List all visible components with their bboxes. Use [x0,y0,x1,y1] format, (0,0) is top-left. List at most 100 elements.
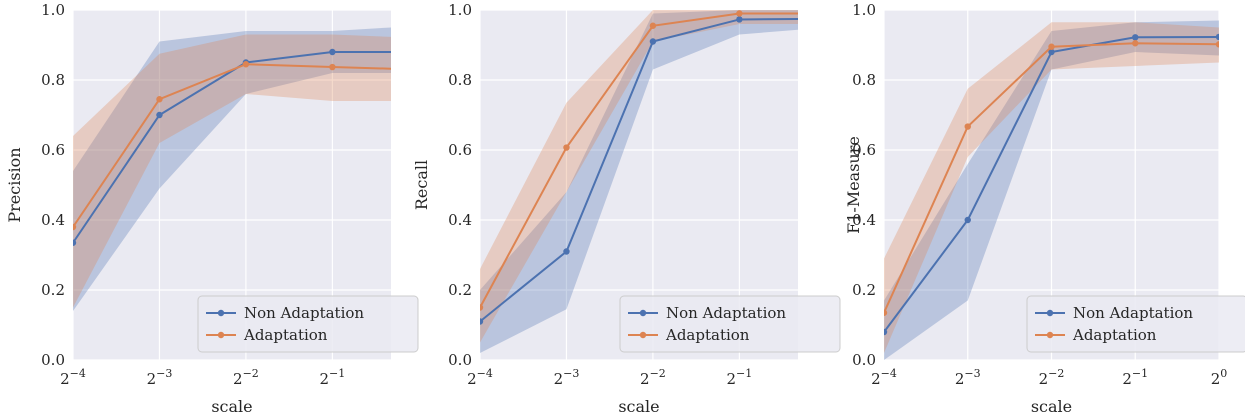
series-lines [73,48,422,246]
data-point-non-adaptation [416,49,422,55]
data-point-non-adaptation [884,328,888,336]
legend-swatch-marker-adaptation [217,331,225,339]
x-tick-label: 2−1 [1122,367,1148,388]
legend-label-adaptation: Adaptation [665,326,750,344]
x-tick-label: 2−2 [233,367,259,388]
tick-base: 2 [640,370,650,388]
y-axis-label: Recall [412,160,431,210]
y-tick-label: 0.2 [852,281,876,299]
legend-box [1026,295,1245,353]
tick-base: 2 [319,370,329,388]
y-tick-label: 0.4 [448,211,472,229]
data-point-adaptation [242,61,250,68]
y-axis-label: Precision [5,147,24,222]
data-point-adaptation [649,22,657,29]
tick-exponent: −3 [156,367,172,380]
y-tick-label: 0.6 [41,141,65,159]
data-point-non-adaptation [480,318,484,325]
plot-area [480,10,829,353]
y-tick-label: 0.6 [852,141,876,159]
tick-base: 2 [1211,370,1221,388]
confidence-band-adaptation [480,10,798,343]
data-point-adaptation [480,304,484,311]
data-point-non-adaptation [73,239,77,246]
data-point-non-adaptation [823,16,829,22]
tick-exponent: −1 [1132,367,1148,380]
tick-base: 2 [233,370,243,388]
tick-exponent: 0 [1220,367,1227,380]
legend: Non Adaptation Adaptation [1026,295,1245,353]
tick-base: 2 [60,370,70,388]
data-point-adaptation [1048,43,1055,50]
tick-base: 2 [871,370,881,388]
data-point-adaptation [73,223,77,231]
confidence-band-non-adaptation [73,27,391,311]
legend-box [197,295,419,353]
legend: Non Adaptation Adaptation [197,295,419,353]
data-point-non-adaptation [1048,48,1055,56]
y-tick-label: 0.0 [41,351,65,369]
y-tick-label: 1.0 [448,1,472,19]
tick-exponent: −2 [1048,367,1064,380]
y-tick-label: 0.8 [852,71,876,89]
tick-base: 2 [1039,370,1049,388]
data-point-adaptation [563,144,570,151]
x-tick-label: 2−4 [467,367,493,388]
tick-base: 2 [1122,370,1132,388]
tick-base: 2 [147,370,157,388]
y-axis-label: F1-Measure [844,136,863,234]
tick-base: 2 [726,370,736,388]
x-tick-label: 2−1 [726,367,752,388]
legend-label-adaptation: Adaptation [1072,326,1157,344]
data-point-adaptation [736,10,743,17]
x-tick-label: 2−4 [60,367,86,388]
data-point-non-adaptation [649,38,657,45]
tick-exponent: −4 [477,367,493,380]
x-tick-label: 2−3 [147,367,173,388]
chart-panel-2: 0.00.20.40.60.81.02−4 2−3 2−2 2−1scaleRecal… [412,1,841,416]
legend-swatch-marker-adaptation [1046,331,1054,339]
series-lines [884,33,1219,336]
confidence-band-non-adaptation [884,20,1219,360]
tick-exponent: −2 [243,367,259,380]
y-tick-label: 0.6 [448,141,472,159]
confidence-bands [884,20,1219,360]
y-tick-label: 1.0 [41,1,65,19]
tick-exponent: −3 [964,367,980,380]
x-tick-label: 2−3 [955,367,981,388]
data-point-adaptation [964,123,971,130]
y-tick-label: 0.8 [41,71,65,89]
tick-base: 2 [467,370,477,388]
y-tick-label: 0.4 [41,211,65,229]
data-point-adaptation [329,63,336,71]
data-point-non-adaptation [329,48,336,56]
y-tick-label: 0.0 [448,351,472,369]
chart-panel-3: 0.00.20.40.60.81.02−4 2−3 2−2 2−1 20scaleF1-… [844,1,1245,416]
legend-label-non-adaptation: Non Adaptation [1073,304,1193,322]
y-tick-label: 0.4 [852,211,876,229]
legend-swatch-marker-adaptation [639,331,647,339]
legend-swatch-marker-non-adaptation [1046,309,1054,317]
y-tick-label: 0.8 [448,71,472,89]
tick-exponent: −4 [70,367,86,380]
confidence-band-adaptation [73,34,391,308]
x-tick-label: 2−1 [319,367,345,388]
data-point-non-adaptation [1132,34,1139,41]
y-tick-label: 0.2 [448,281,472,299]
legend-swatch-marker-non-adaptation [639,309,647,317]
data-point-non-adaptation [964,216,971,224]
data-point-adaptation [823,10,829,16]
tick-base: 2 [554,370,564,388]
legend-box [619,295,841,353]
data-point-adaptation [1215,41,1219,48]
y-tick-label: 0.0 [852,351,876,369]
data-point-adaptation [884,309,888,316]
tick-exponent: −4 [881,367,897,380]
series-lines [480,10,829,325]
x-axis-label: scale [211,397,252,416]
tick-exponent: −1 [736,367,752,380]
chart-panel-1: 0.00.20.40.60.81.02−4 2−3 2−2 2−1scalePreci… [5,1,422,416]
x-tick-label: 2−3 [554,367,580,388]
data-point-adaptation [416,66,422,72]
